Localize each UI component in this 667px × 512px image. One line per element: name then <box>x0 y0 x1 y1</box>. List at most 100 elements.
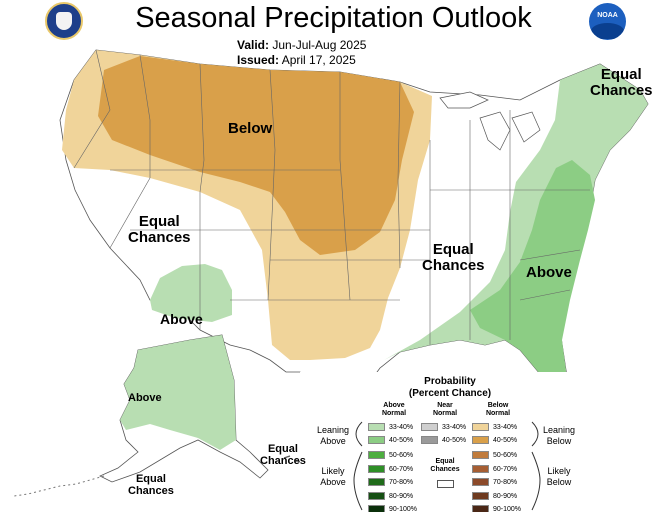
legend-swatch-row: 80-90% <box>472 492 517 500</box>
legend-swatch-row: 40-50% <box>472 436 517 444</box>
legend-likely-below: Likely Below <box>538 466 580 488</box>
legend-swatch <box>472 451 489 459</box>
legend-swatch-row: 33-40% <box>421 423 466 431</box>
noaa-logo-text: NOAA <box>597 12 618 19</box>
legend-swatch-row: 33-40% <box>368 423 413 431</box>
legend-col-above: Above Normal <box>374 402 414 418</box>
legend-range-label: 40-50% <box>493 436 518 444</box>
legend-equal-chances-line1: Equal <box>435 458 455 465</box>
valid-value: Jun-Jul-Aug 2025 <box>272 38 367 52</box>
label-equal-chances-aleutian-line2: Chances <box>260 454 306 467</box>
above-east-40-50-region <box>470 160 595 405</box>
legend-equal-chances-swatch <box>437 480 454 488</box>
legend-leaning-above: Leaning Above <box>312 425 354 447</box>
legend-swatch-row: 60-70% <box>368 465 413 473</box>
legend-equal-chances-line2: Chances <box>430 466 460 474</box>
legend-swatch <box>368 465 385 473</box>
legend-swatch <box>368 505 385 512</box>
legend-range-label: 40-50% <box>389 436 414 444</box>
legend-swatch-row: 40-50% <box>421 436 466 444</box>
legend-swatch <box>472 436 489 444</box>
legend-col-near-line1: Near <box>437 402 453 409</box>
legend-range-label: 70-80% <box>389 478 414 486</box>
legend-range-label: 50-60% <box>493 451 518 459</box>
label-equal-chances-alaska: Equal Chances <box>128 473 174 497</box>
legend-range-label: 70-80% <box>493 478 518 486</box>
commerce-seal <box>45 2 83 40</box>
legend-swatch-row: 70-80% <box>472 478 517 486</box>
legend-title: Probability (Percent Chance) <box>380 376 520 400</box>
label-equal-chances-aleutian-line1: Equal <box>267 443 298 455</box>
label-equal-chances-northeast-line2: Chances <box>590 81 653 99</box>
legend-likely-above: Likely Above <box>312 466 354 488</box>
legend-range-label: 60-70% <box>389 465 414 473</box>
legend-likely-above-line1: Likely <box>321 466 345 476</box>
legend-swatch <box>472 478 489 486</box>
legend-likely-below-line1: Likely <box>547 466 571 476</box>
legend-swatch-row: 60-70% <box>472 465 517 473</box>
legend-title-line2: (Percent Chance) <box>408 388 492 399</box>
legend-range-label: 80-90% <box>493 492 518 500</box>
label-equal-chances-alaska-line2: Chances <box>128 484 174 497</box>
legend-swatch <box>368 436 385 444</box>
issued-label: Issued: <box>237 53 280 67</box>
page-title: Seasonal Precipitation Outlook <box>135 2 532 34</box>
legend-swatch-row: 90-100% <box>472 505 521 512</box>
above-southwest-region <box>150 264 232 322</box>
legend-range-label: 60-70% <box>493 465 518 473</box>
valid-line: Valid: Jun-Jul-Aug 2025 <box>237 38 366 52</box>
label-equal-chances-northeast: Equal Chances <box>590 67 653 99</box>
label-equal-chances-west-line2: Chances <box>128 228 191 246</box>
legend-leaning-above-line1: Leaning <box>316 425 350 435</box>
legend-col-below-line1: Below <box>487 402 509 409</box>
legend-range-label: 50-60% <box>389 451 414 459</box>
alaska-above-region <box>120 335 236 450</box>
legend-range-label: 33-40% <box>442 423 467 431</box>
label-below: Below <box>228 120 273 137</box>
label-equal-chances-alaska-line1: Equal <box>135 473 166 485</box>
label-above-southwest: Above <box>160 311 203 327</box>
legend-swatch <box>368 492 385 500</box>
legend-swatch <box>368 451 385 459</box>
legend-equal-chances: Equal Chances <box>425 458 465 474</box>
legend-likely-below-line2: Below <box>546 476 572 487</box>
legend-leaning-below-line2: Below <box>546 435 572 446</box>
legend-col-near-line2: Normal <box>432 410 458 418</box>
legend-range-label: 40-50% <box>442 436 467 444</box>
legend-swatch-row: 50-60% <box>368 451 413 459</box>
aleutian-islands <box>13 475 105 497</box>
legend-range-label: 33-40% <box>493 423 518 431</box>
label-equal-chances-central-line1: Equal <box>432 241 474 258</box>
legend-title-line1: Probability <box>424 376 476 387</box>
label-equal-chances-west-line1: Equal <box>138 213 180 230</box>
label-equal-chances-central: Equal Chances <box>422 242 485 274</box>
legend-leaning-below: Leaning Below <box>538 425 580 447</box>
legend-swatch <box>472 423 489 431</box>
legend-swatch-row: 70-80% <box>368 478 413 486</box>
eagle-icon <box>56 12 72 30</box>
legend-swatch <box>472 492 489 500</box>
legend-range-label: 90-100% <box>389 505 418 512</box>
legend-leaning-above-line2: Above <box>320 435 346 446</box>
issued-value: April 17, 2025 <box>281 53 356 67</box>
legend-swatch-row: 50-60% <box>472 451 517 459</box>
noaa-bird-icon <box>591 23 624 39</box>
legend-col-below: Below Normal <box>478 402 518 418</box>
noaa-logo: NOAA <box>589 3 626 40</box>
label-above-alaska: Above <box>128 392 162 404</box>
label-above-southeast: Above <box>526 264 572 281</box>
legend-swatch <box>368 423 385 431</box>
legend-swatch-row: 80-90% <box>368 492 413 500</box>
legend-col-near: Near Normal <box>425 402 465 418</box>
legend-swatch <box>368 478 385 486</box>
legend-swatch-row: 90-100% <box>368 505 417 512</box>
legend-col-above-line1: Above <box>383 402 405 409</box>
label-equal-chances-aleutian: Equal Chances <box>260 443 306 467</box>
legend-swatch <box>472 465 489 473</box>
legend-col-below-line2: Normal <box>485 410 511 418</box>
great-lakes <box>439 91 541 151</box>
legend-swatch-row: 33-40% <box>472 423 517 431</box>
issued-line: Issued: April 17, 2025 <box>237 53 356 67</box>
valid-label: Valid: <box>237 38 270 52</box>
